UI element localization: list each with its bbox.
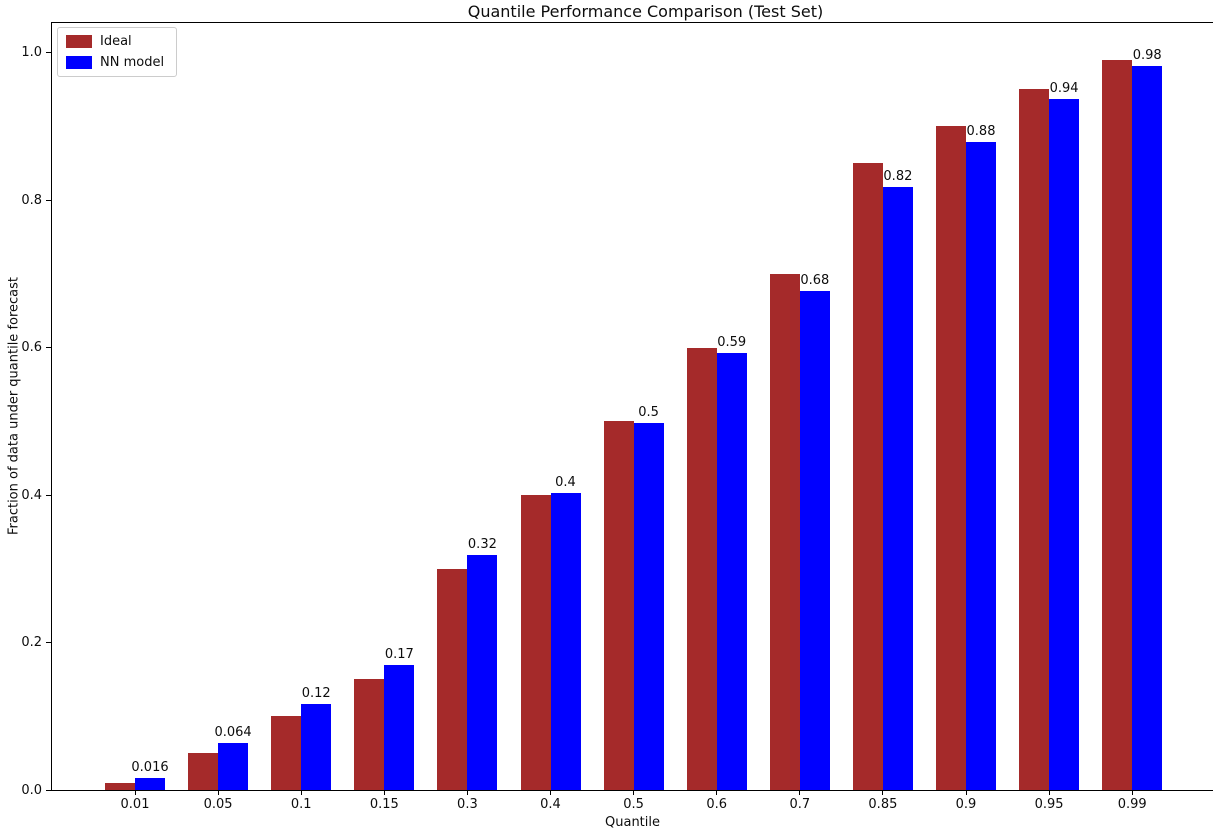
nn-model-bar <box>716 353 747 790</box>
nn-model-bar <box>467 554 498 790</box>
legend-label: Ideal <box>100 34 132 49</box>
chart-title: Quantile Performance Comparison (Test Se… <box>467 2 824 21</box>
bar-value-label: 0.98 <box>1132 47 1162 63</box>
x-tick-mark <box>134 791 136 795</box>
bar-value-label: 0.59 <box>717 335 747 351</box>
y-tick-mark <box>46 642 51 643</box>
nn-model-bar <box>966 141 996 790</box>
x-tick-label: 0.9 <box>955 797 977 812</box>
bar-value-label: 0.4 <box>555 474 576 490</box>
y-tick-label: 0.4 <box>21 487 42 503</box>
y-tick-label: 0.0 <box>21 782 42 798</box>
nn-model-bar <box>384 664 415 790</box>
nn-model-bar <box>882 186 913 790</box>
legend-label: NN model <box>100 55 165 70</box>
ideal-bar <box>354 679 385 790</box>
legend-swatch-ideal <box>66 35 92 48</box>
ideal-bar <box>1019 89 1050 790</box>
x-tick-label: 0.15 <box>369 797 399 812</box>
y-tick-mark <box>46 52 51 53</box>
x-tick-label: 0.7 <box>789 797 811 812</box>
ideal-bar <box>1102 59 1133 790</box>
ideal-bar <box>271 716 302 790</box>
nn-model-bar <box>550 492 581 790</box>
y-tick-mark <box>46 494 51 496</box>
x-tick-mark <box>300 791 302 795</box>
ideal-bar <box>105 782 135 790</box>
nn-model-bar <box>301 703 332 790</box>
bar-value-label: 0.94 <box>1049 80 1079 96</box>
y-tick-mark <box>46 199 51 201</box>
bar-value-label: 0.68 <box>800 273 830 289</box>
legend-item-ideal: Ideal <box>66 34 164 49</box>
plot-area: Ideal NN model 0.0 0.2 0.4 0.6 0.8 1.0 0.01 0.05… <box>21 22 1213 812</box>
x-tick-mark <box>716 791 718 795</box>
x-axis-label: Quantile <box>605 815 660 830</box>
bar-value-label: 0.016 <box>131 760 169 776</box>
nn-model-bar <box>1132 65 1163 790</box>
axis-spine-bottom <box>51 790 1213 791</box>
ideal-bar <box>936 126 966 790</box>
ideal-bar <box>603 421 634 790</box>
y-tick-label: 0.8 <box>21 192 42 208</box>
x-tick-label: 0.3 <box>457 797 478 812</box>
ideal-bar <box>769 273 800 790</box>
ideal-bar <box>437 568 468 790</box>
x-tick-mark <box>633 791 635 795</box>
x-tick-label: 0.1 <box>290 797 312 812</box>
x-tick-mark <box>882 791 884 795</box>
bar-value-label: 0.064 <box>214 724 252 740</box>
axis-spine-left <box>51 22 52 791</box>
x-tick-mark <box>217 791 219 795</box>
y-tick-label: 0.2 <box>21 635 42 650</box>
x-tick-label: 0.95 <box>1034 797 1064 812</box>
ideal-bar <box>188 753 219 790</box>
nn-model-bar <box>135 778 165 790</box>
x-tick-mark <box>799 791 801 795</box>
legend-swatch-nn-model <box>66 56 92 69</box>
nn-model-bar <box>633 423 664 790</box>
x-tick-label: 0.5 <box>623 797 644 812</box>
nn-model-bar <box>218 742 249 790</box>
axis-spine-top <box>51 22 1213 23</box>
ideal-bar <box>852 163 883 790</box>
y-tick-label: 1.0 <box>21 45 42 60</box>
x-tick-mark <box>1131 791 1133 795</box>
x-tick-label: 0.05 <box>203 797 233 812</box>
bar-value-label: 0.5 <box>638 405 659 421</box>
x-tick-mark <box>965 791 967 795</box>
legend: Ideal NN model <box>57 27 178 77</box>
ideal-bar <box>686 347 717 790</box>
bar-value-label: 0.82 <box>883 168 913 184</box>
y-tick-mark <box>46 789 51 791</box>
x-tick-label: 0.6 <box>706 797 728 812</box>
x-tick-mark <box>1048 791 1050 795</box>
x-tick-label: 0.99 <box>1117 797 1147 812</box>
bar-value-label: 0.12 <box>301 685 331 701</box>
bar-value-label: 0.17 <box>384 646 414 662</box>
x-tick-mark <box>383 791 385 795</box>
y-tick-mark <box>46 347 51 348</box>
legend-item-nn-model: NN model <box>66 55 164 70</box>
y-tick-label: 0.6 <box>21 340 42 355</box>
ideal-bar <box>520 495 551 790</box>
x-tick-label: 0.01 <box>120 797 150 812</box>
nn-model-bar <box>799 291 830 790</box>
x-tick-mark <box>466 791 468 795</box>
bar-value-label: 0.32 <box>467 536 497 552</box>
x-tick-label: 0.4 <box>540 797 561 812</box>
x-tick-mark <box>550 791 551 795</box>
x-tick-label: 0.85 <box>868 797 898 812</box>
bar-value-label: 0.88 <box>966 123 996 139</box>
nn-model-bar <box>1049 98 1080 790</box>
